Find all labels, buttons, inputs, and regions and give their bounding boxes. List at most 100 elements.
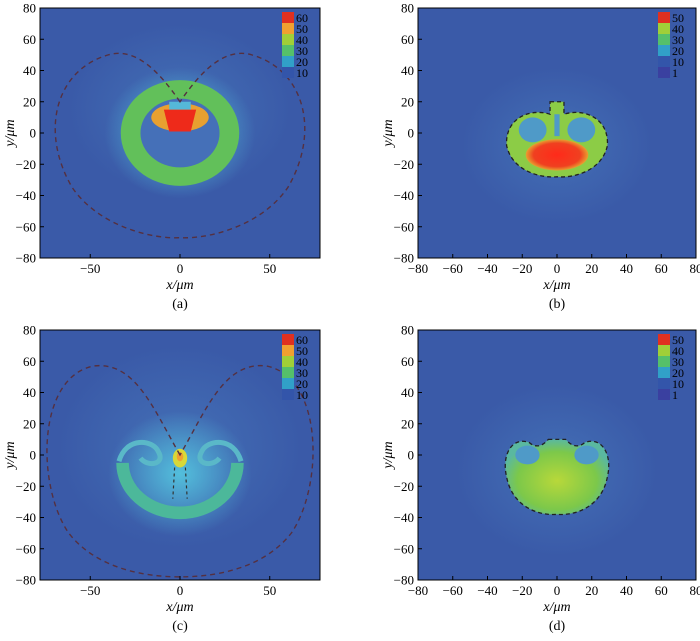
y-tick-label: −80	[394, 251, 414, 266]
x-tick-label: 50	[263, 583, 276, 598]
colorbar-swatch	[658, 23, 670, 34]
y-tick-label: −40	[394, 510, 414, 525]
panel-d: −80 −60 −40 −20 0 20 40 60 80 −80 −60 −40 −20 0 20 40 60…	[381, 323, 700, 635]
colorbar-label: 40	[672, 344, 684, 358]
x-tick-label: 40	[620, 583, 633, 598]
y-axis-label: y/μm	[3, 119, 18, 148]
colorbar-label: 10	[672, 55, 684, 69]
colorbar-label: 10	[296, 388, 308, 402]
colorbar-swatch	[282, 378, 294, 389]
y-tick-label: −60	[394, 541, 414, 556]
y-tick-label: 0	[30, 126, 37, 141]
colorbar-swatch	[658, 345, 670, 356]
x-axis-label: x/μm	[542, 600, 570, 615]
y-axis-label: y/μm	[381, 441, 396, 470]
y-tick-label: −80	[16, 251, 36, 266]
y-tick-label: 40	[401, 63, 414, 78]
colorbar-swatch	[282, 67, 294, 78]
x-tick-label: 0	[554, 261, 561, 276]
colorbar-label: 60	[296, 11, 308, 25]
x-tick-label: −20	[512, 261, 532, 276]
colorbar-label: 50	[672, 11, 684, 25]
x-tick-label: −60	[443, 583, 463, 598]
colorbar-label: 20	[672, 44, 684, 58]
x-axis-label: x/μm	[542, 278, 570, 293]
panel-caption: (d)	[549, 619, 566, 634]
x-tick-label: 50	[263, 261, 276, 276]
y-tick-label: 0	[30, 448, 37, 463]
colorbar-label: 30	[296, 366, 308, 380]
colorbar-swatch	[282, 356, 294, 367]
colorbar-swatch	[282, 23, 294, 34]
y-tick-label: −60	[394, 219, 414, 234]
colorbar-label: 50	[672, 333, 684, 347]
colorbar-swatch	[282, 56, 294, 67]
x-tick-label: 20	[585, 261, 598, 276]
colorbar-swatch	[282, 367, 294, 378]
panel-caption: (c)	[172, 619, 188, 634]
colorbar-swatch	[658, 389, 670, 400]
y-tick-label: 0	[408, 448, 415, 463]
x-tick-label: 20	[585, 583, 598, 598]
y-tick-label: −40	[394, 188, 414, 203]
x-tick-label: 80	[690, 583, 700, 598]
y-tick-label: −40	[16, 188, 36, 203]
x-tick-label: 80	[690, 261, 700, 276]
heatmap-field	[461, 67, 653, 224]
y-tick-label: 20	[23, 94, 36, 109]
x-tick-label: 60	[655, 583, 668, 598]
colorbar-label: 60	[296, 333, 308, 347]
colorbar-swatch	[658, 56, 670, 67]
heatmap-field	[46, 345, 314, 578]
colorbar-swatch	[658, 367, 670, 378]
colorbar-swatch	[658, 356, 670, 367]
y-tick-label: 0	[408, 126, 415, 141]
colorbar-label: 40	[296, 355, 308, 369]
hot-core	[163, 109, 197, 132]
colorbar-label: 1	[672, 66, 678, 80]
y-tick-label: 80	[401, 1, 414, 16]
heatmap-field	[456, 384, 658, 557]
x-tick-label: −80	[408, 261, 428, 276]
dashed-boundary	[54, 52, 306, 239]
colorbar-swatch	[282, 389, 294, 400]
x-tick-label: −20	[512, 583, 532, 598]
y-tick-label: 40	[23, 385, 36, 400]
panel-caption: (a)	[172, 297, 188, 312]
colorbar-label: 50	[296, 22, 308, 36]
colorbar-label: 20	[296, 377, 308, 391]
x-tick-label: 0	[554, 583, 561, 598]
dashed-boundary	[505, 101, 609, 178]
y-tick-label: 60	[401, 32, 414, 47]
ring	[120, 80, 240, 186]
panel-a: −50 0 50 −80 −60 −40 −20 0 20 40 60 80 x/μm y/μm (a) 60…	[3, 1, 321, 312]
colorbar-swatch	[658, 12, 670, 23]
y-tick-label: 80	[23, 1, 36, 16]
y-tick-label: 40	[23, 63, 36, 78]
ring	[116, 462, 244, 520]
colorbar-label: 40	[672, 22, 684, 36]
colorbar-swatch	[658, 67, 670, 78]
x-tick-label: 0	[177, 583, 184, 598]
y-tick-label: −40	[16, 510, 36, 525]
y-tick-label: −20	[394, 479, 414, 494]
y-tick-label: −80	[394, 573, 414, 588]
y-tick-label: 80	[401, 323, 414, 338]
hot-core	[525, 139, 589, 171]
x-tick-label: −60	[443, 261, 463, 276]
panel-c: −50 0 50 −80 −60 −40 −20 0 20 40 60 80 x/μm y/μm (c) 60…	[3, 323, 321, 634]
y-tick-label: 60	[23, 32, 36, 47]
y-tick-label: 40	[401, 385, 414, 400]
panel-b: −80 −60 −40 −20 0 20 40 60 80 −80 −60 −40 −20 0 20 40 60…	[381, 1, 700, 313]
x-axis-label: x/μm	[165, 278, 193, 293]
x-tick-label: 0	[177, 261, 184, 276]
colorbar-swatch	[658, 378, 670, 389]
y-tick-label: 20	[23, 416, 36, 431]
x-tick-label: −80	[408, 583, 428, 598]
colorbar-label: 50	[296, 344, 308, 358]
